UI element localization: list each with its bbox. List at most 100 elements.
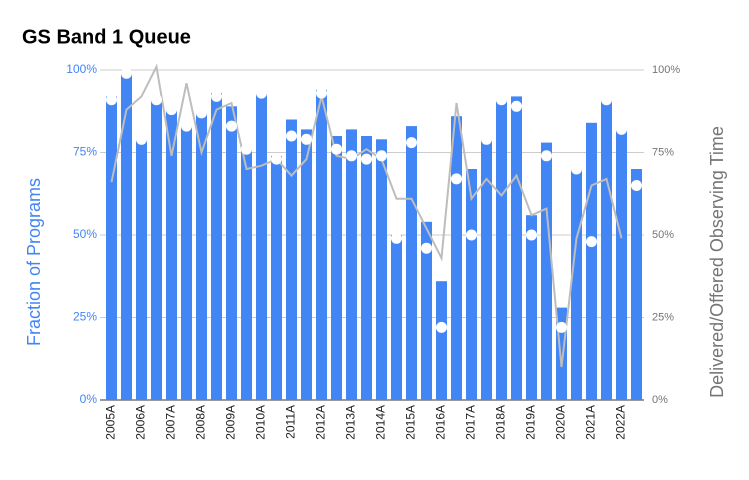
y-axis-title: Fraction of Programs	[24, 178, 44, 346]
bar	[406, 126, 417, 400]
bar	[631, 169, 642, 400]
dot	[361, 153, 372, 165]
bar	[541, 142, 552, 400]
bar	[466, 169, 477, 400]
line	[110, 63, 623, 368]
dot	[496, 94, 507, 106]
bar	[181, 126, 192, 400]
bar	[121, 73, 132, 401]
x-tick-label: 2016A	[434, 405, 448, 440]
bar	[391, 235, 402, 400]
bar	[616, 129, 627, 400]
bar	[166, 109, 177, 400]
dot	[391, 232, 402, 244]
dot	[541, 150, 552, 162]
bar	[286, 119, 297, 400]
x-tick-label: 2012A	[314, 405, 328, 440]
x-tick-label: 2013A	[344, 405, 358, 440]
dot	[466, 229, 477, 241]
dot	[331, 143, 342, 155]
x-tick-label: 2009A	[224, 405, 238, 440]
x-tick-label: 2005A	[104, 405, 118, 440]
bar	[601, 99, 612, 400]
bar	[481, 139, 492, 401]
x-tick-label: 2008A	[194, 405, 208, 440]
dot	[226, 120, 237, 132]
y2-tick-label: 0%	[652, 394, 668, 406]
x-tick-label: 2015A	[404, 405, 418, 440]
dot	[556, 321, 567, 333]
bar	[331, 136, 342, 400]
dot	[106, 94, 117, 106]
x-tick-label: 2006A	[134, 405, 148, 440]
y2-tick-label: 100%	[652, 64, 680, 76]
bar	[496, 99, 507, 400]
chart-title: GS Band 1 Queue	[22, 26, 191, 48]
dot	[211, 90, 222, 102]
dot	[451, 173, 462, 185]
y2-tick-label: 25%	[652, 311, 674, 323]
bar	[316, 89, 327, 401]
x-tick-label: 2021A	[584, 405, 598, 440]
bar	[526, 215, 537, 400]
dot	[526, 229, 537, 241]
dot	[271, 153, 282, 165]
bar	[376, 139, 387, 401]
y-tick-label: 100%	[66, 62, 97, 76]
dot	[121, 67, 132, 79]
y-tick-label: 25%	[73, 310, 97, 324]
x-tick-label: 2022A	[614, 405, 628, 440]
dot	[511, 100, 522, 112]
bar	[106, 96, 117, 401]
bar	[271, 155, 282, 400]
bar	[211, 93, 222, 400]
dot	[481, 133, 492, 145]
bar	[256, 93, 267, 400]
dot	[196, 107, 207, 119]
bar	[361, 136, 372, 400]
bar	[136, 139, 147, 401]
x-tick-label: 2010A	[254, 405, 268, 440]
bar	[196, 112, 207, 401]
bar	[586, 122, 597, 401]
x-tick-label: 2014A	[374, 405, 388, 440]
dot	[136, 133, 147, 145]
dot	[406, 137, 417, 149]
x-tick-label: 2019A	[524, 405, 538, 440]
dot	[376, 150, 387, 162]
dot	[601, 94, 612, 106]
x-tick-label: 2011A	[284, 405, 298, 439]
x-tick-label: 2007A	[164, 405, 178, 440]
dot	[286, 130, 297, 142]
bar	[421, 221, 432, 400]
dot	[346, 150, 357, 162]
dot	[316, 87, 327, 99]
dot	[241, 143, 252, 155]
dot	[586, 236, 597, 248]
bar	[511, 96, 522, 401]
dot	[181, 120, 192, 132]
dot	[616, 123, 627, 135]
y2-tick-label: 75%	[652, 146, 674, 158]
y-tick-label: 0%	[80, 392, 98, 406]
dot	[301, 133, 312, 145]
dot	[421, 242, 432, 254]
x-tick-label: 2020A	[554, 405, 568, 440]
bar	[556, 307, 567, 400]
dot	[256, 87, 267, 99]
dot	[436, 321, 447, 333]
y-tick-label: 75%	[73, 145, 97, 159]
bar	[436, 281, 447, 400]
y-tick-label: 50%	[73, 227, 97, 241]
bar	[301, 129, 312, 400]
bar	[151, 99, 162, 400]
y2-axis-title: Delivered/Offered Observing Time	[707, 126, 727, 398]
bar	[346, 129, 357, 400]
dot	[151, 94, 162, 106]
bar	[571, 169, 582, 400]
bar	[226, 106, 237, 401]
dot	[631, 180, 642, 191]
dot	[571, 163, 582, 175]
y2-tick-label: 50%	[652, 229, 674, 241]
